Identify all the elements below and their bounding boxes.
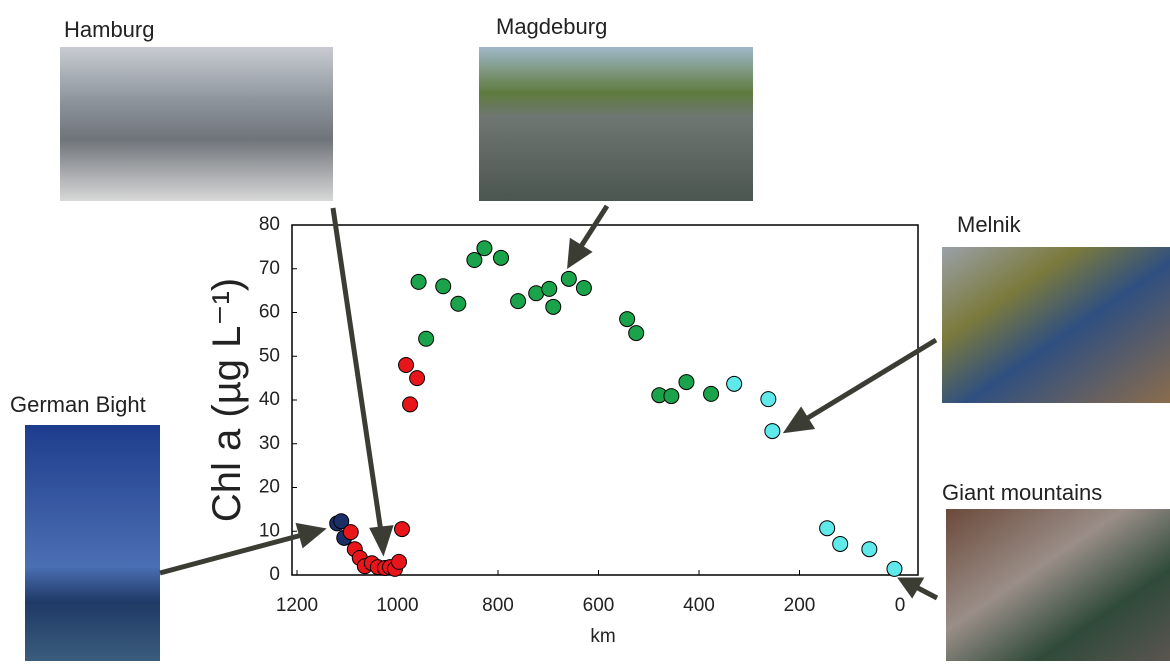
x-tick-label: 600 [583,595,615,616]
point [450,295,467,312]
arrow-head [897,577,925,599]
point [493,249,510,266]
point [510,293,527,310]
place-label: Melnik [957,212,1022,237]
point [394,521,411,538]
y-tick-label: 30 [259,433,280,454]
point [410,273,427,290]
point [418,330,435,347]
point [402,396,419,413]
point [466,252,483,268]
photo-giant-mountains [946,509,1170,661]
y-tick-label: 50 [259,345,280,366]
point [575,280,592,296]
point [409,370,426,387]
point [760,391,777,408]
place-label: Giant mountains [942,480,1102,505]
y-tick-label: 20 [259,477,280,498]
point [541,280,558,297]
photo-melnik [942,247,1170,403]
arrow [159,532,303,576]
arrow-head [567,237,593,269]
place-label: German Bight [10,392,146,417]
point [619,311,636,328]
arrow [804,337,938,422]
point [435,278,452,295]
point [663,388,680,405]
arrow-head [295,522,327,549]
x-tick-label: 800 [482,595,514,616]
point [886,560,903,577]
point [545,298,562,315]
point [832,535,849,552]
point [391,553,408,570]
point [476,240,493,257]
arrow [914,584,939,601]
place-label: Magdeburg [496,14,607,39]
point [398,357,415,373]
y-tick-label: 70 [259,258,280,279]
photo-german-bight [25,425,160,661]
y-axis-label: Chl a (µg L⁻¹) [205,278,249,522]
point [764,423,781,440]
y-tick-label: 80 [259,214,280,235]
place-label: Hamburg [64,17,154,42]
point [342,524,359,541]
y-tick-label: 40 [259,389,280,410]
y-tick-label: 0 [269,564,280,585]
point [861,541,878,558]
point [678,374,695,391]
x-tick-label: 0 [895,595,906,616]
x-tick-label: 400 [683,595,715,616]
arrows [159,204,939,601]
point [560,270,577,287]
x-axis-label: km [590,626,615,647]
marks: 0 10 20 30 40 50 60 70 80 1200 1000 800 600 400 200 0 [259,214,905,616]
x-tick-label: 200 [784,595,816,616]
point [628,325,645,342]
y-tick-label: 10 [259,520,280,541]
arrow-head [369,525,394,557]
point [726,375,743,392]
arrow-head [782,406,816,434]
x-tick-label: 1000 [376,595,418,616]
point [703,385,720,402]
point [819,520,836,537]
photo-hamburg [60,47,333,201]
arrow [577,204,610,250]
y-tick-label: 60 [259,302,280,323]
arrow [330,207,384,533]
x-tick-label: 1200 [276,595,318,616]
photo-magdeburg [479,47,753,201]
point [333,513,350,530]
